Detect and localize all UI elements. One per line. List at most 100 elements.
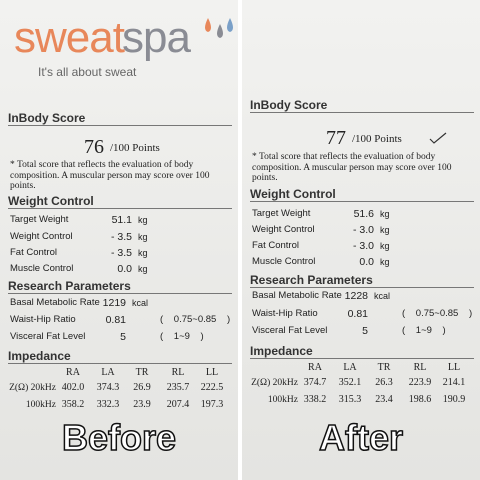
check-mark bbox=[429, 132, 447, 144]
row-range: ( 1~9 ) bbox=[160, 331, 204, 342]
note: * Total score that reflects the evaluati… bbox=[10, 160, 210, 191]
panel: sweat spa It's all about sweat InBody Score… bbox=[0, 0, 238, 480]
row-label: Weight Control bbox=[10, 231, 73, 242]
column-header: RA bbox=[308, 362, 322, 373]
impedance-value: 235.7 bbox=[166, 382, 190, 393]
impedance-value: 338.2 bbox=[303, 394, 327, 405]
row-unit: kg bbox=[138, 264, 148, 274]
row-unit: kcal bbox=[374, 291, 391, 301]
row-value: - 3.0 bbox=[352, 240, 374, 252]
row-label: Fat Control bbox=[10, 247, 57, 258]
row-label: 100kHz bbox=[25, 400, 56, 410]
column-header: LL bbox=[205, 367, 219, 378]
impedance-value: 374.7 bbox=[303, 377, 327, 388]
column-header: RL bbox=[413, 362, 427, 373]
row-unit: kg bbox=[138, 215, 148, 225]
row-unit: kg bbox=[138, 232, 148, 242]
row-value: - 3.5 bbox=[110, 247, 132, 259]
row-label: Waist-Hip Ratio bbox=[252, 308, 318, 319]
impedance-value: 190.9 bbox=[442, 394, 466, 405]
row-value: 5 bbox=[362, 325, 368, 337]
impedance-value: 222.5 bbox=[200, 382, 224, 393]
impedance-value: 223.9 bbox=[408, 377, 432, 388]
impedance-value: 332.3 bbox=[96, 399, 120, 410]
impedance-value: 26.9 bbox=[133, 382, 151, 393]
row-value: - 3.5 bbox=[110, 231, 132, 243]
impedance-value: 23.4 bbox=[375, 394, 393, 405]
caption: After bbox=[318, 417, 404, 459]
impedance-value: 207.4 bbox=[166, 399, 190, 410]
section-rule bbox=[250, 358, 474, 359]
row-label: Muscle Control bbox=[10, 263, 74, 274]
row-unit: kg bbox=[380, 257, 390, 267]
column-header: TR bbox=[135, 367, 149, 378]
score: 76 bbox=[84, 136, 104, 158]
impedance-value: 358.2 bbox=[61, 399, 85, 410]
row-range: ( 1~9 ) bbox=[402, 325, 446, 336]
score-unit: /100 Points bbox=[110, 142, 160, 154]
section-title: Impedance bbox=[250, 344, 313, 358]
row-label: 100kHz bbox=[267, 395, 298, 405]
section-title: InBody Score bbox=[250, 98, 328, 112]
row-unit: kg bbox=[380, 209, 390, 219]
row-value: 0.81 bbox=[105, 314, 126, 326]
section-rule bbox=[8, 125, 232, 126]
logo-spa: spa bbox=[122, 13, 191, 62]
section-rule bbox=[8, 293, 232, 294]
impedance-value: 26.3 bbox=[375, 377, 393, 388]
row-label: Fat Control bbox=[252, 240, 299, 251]
row-value: 0.0 bbox=[117, 263, 132, 275]
impedance-value: 198.6 bbox=[408, 394, 432, 405]
impedance-value: 197.3 bbox=[200, 399, 224, 410]
row-range: ( 0.75~0.85 ) bbox=[402, 308, 473, 319]
impedance-value: 352.1 bbox=[338, 377, 362, 388]
section-title: Research Parameters bbox=[8, 279, 131, 293]
row-value: - 3.0 bbox=[352, 224, 374, 236]
row-value: 5 bbox=[120, 331, 126, 343]
row-value: 1228 bbox=[344, 290, 368, 302]
row-label: Muscle Control bbox=[252, 256, 316, 267]
column-header: LL bbox=[447, 362, 461, 373]
logo-sweat: sweat bbox=[14, 13, 125, 62]
impedance-value: 23.9 bbox=[133, 399, 151, 410]
panel: InBody Score 77/100 Points * Total score t… bbox=[242, 0, 480, 480]
impedance-value: 402.0 bbox=[61, 382, 85, 393]
row-unit: kg bbox=[138, 248, 148, 258]
caption: Before bbox=[61, 417, 177, 459]
section-rule bbox=[8, 363, 232, 364]
section-title: Impedance bbox=[8, 349, 71, 363]
row-unit: kcal bbox=[132, 298, 149, 308]
section-rule bbox=[250, 287, 474, 288]
row-label: Basal Metabolic Rate bbox=[252, 290, 342, 301]
row-label: Z(Ω) 20kHz bbox=[251, 378, 298, 388]
score-unit: /100 Points bbox=[352, 133, 402, 145]
row-value: 51.6 bbox=[353, 208, 374, 220]
section-rule bbox=[250, 112, 474, 113]
row-value: 0.0 bbox=[359, 256, 374, 268]
section-title: InBody Score bbox=[8, 111, 86, 125]
row-label: Waist-Hip Ratio bbox=[10, 314, 76, 325]
impedance-value: 214.1 bbox=[442, 377, 466, 388]
row-label: Target Weight bbox=[252, 208, 311, 219]
column-header: RL bbox=[171, 367, 185, 378]
row-unit: kg bbox=[380, 241, 390, 251]
row-label: Visceral Fat Level bbox=[252, 325, 328, 336]
impedance-value: 374.3 bbox=[96, 382, 120, 393]
section-title: Weight Control bbox=[8, 194, 94, 208]
column-header: LA bbox=[101, 367, 115, 378]
row-unit: kg bbox=[380, 225, 390, 235]
row-label: Target Weight bbox=[10, 214, 69, 225]
score: 77 bbox=[326, 127, 346, 149]
section-title: Research Parameters bbox=[250, 273, 373, 287]
row-value: 1219 bbox=[102, 297, 126, 309]
impedance-value: 315.3 bbox=[338, 394, 362, 405]
column-header: LA bbox=[343, 362, 357, 373]
row-label: Weight Control bbox=[252, 224, 315, 235]
column-header: RA bbox=[66, 367, 80, 378]
section-rule bbox=[8, 208, 232, 209]
section-rule bbox=[250, 201, 474, 202]
section-title: Weight Control bbox=[250, 187, 336, 201]
note: * Total score that reflects the evaluati… bbox=[252, 152, 452, 183]
column-header: TR bbox=[377, 362, 391, 373]
